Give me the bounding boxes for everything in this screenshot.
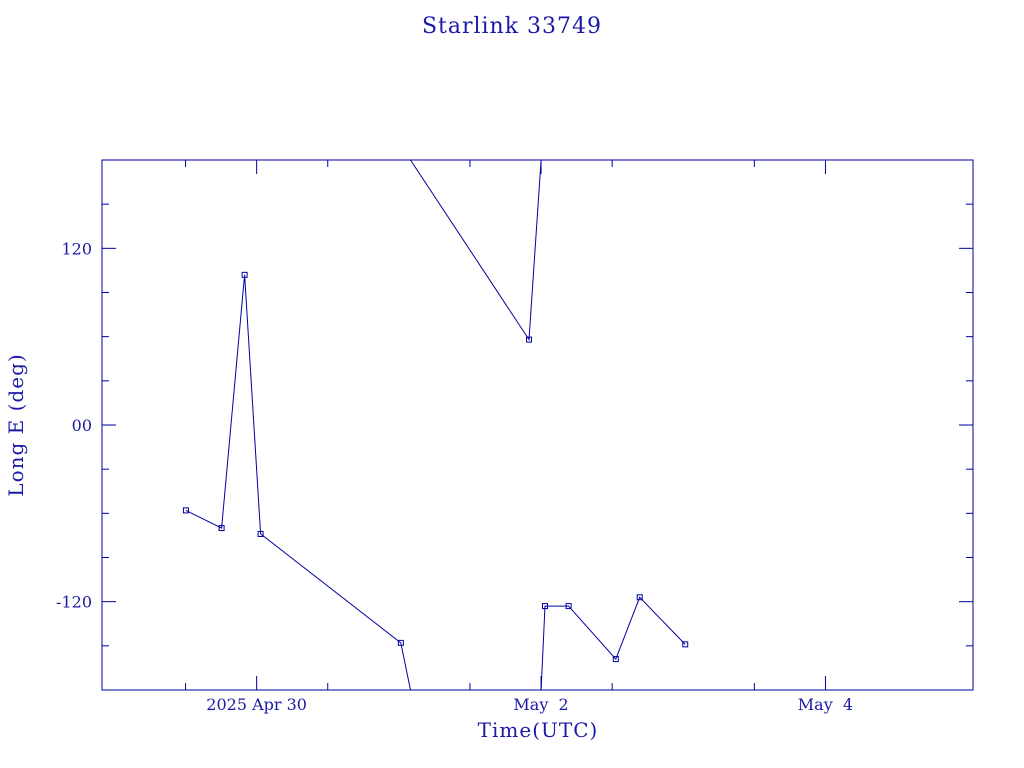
series-line	[185, 274, 411, 691]
data-point	[565, 603, 572, 610]
x-axis-label: Time(UTC)	[477, 718, 599, 742]
data-series	[182, 159, 689, 691]
y-tick-label: 00	[72, 416, 92, 435]
x-tick-label: May 4	[798, 695, 853, 714]
series-line	[540, 596, 686, 691]
series-line	[410, 159, 542, 342]
x-tick-label: May 2	[513, 695, 568, 714]
tick-labels: 120 00 -120 2025 Apr 30 May 2 May 4	[56, 239, 853, 714]
y-tick-label: -120	[56, 593, 92, 612]
y-tick-label: 120	[61, 239, 92, 258]
data-point	[397, 639, 404, 646]
data-point	[682, 641, 689, 648]
axis-ticks	[102, 160, 973, 690]
data-point	[542, 603, 549, 610]
data-point	[612, 656, 619, 663]
data-point	[241, 271, 248, 278]
data-point	[636, 594, 643, 601]
plot-frame	[101, 159, 974, 691]
x-tick-label: 2025 Apr 30	[206, 695, 307, 714]
data-point	[218, 525, 225, 532]
data-point	[257, 530, 264, 537]
chart-title: Starlink 33749	[421, 14, 603, 39]
data-point	[526, 336, 533, 343]
data-point	[182, 507, 189, 514]
